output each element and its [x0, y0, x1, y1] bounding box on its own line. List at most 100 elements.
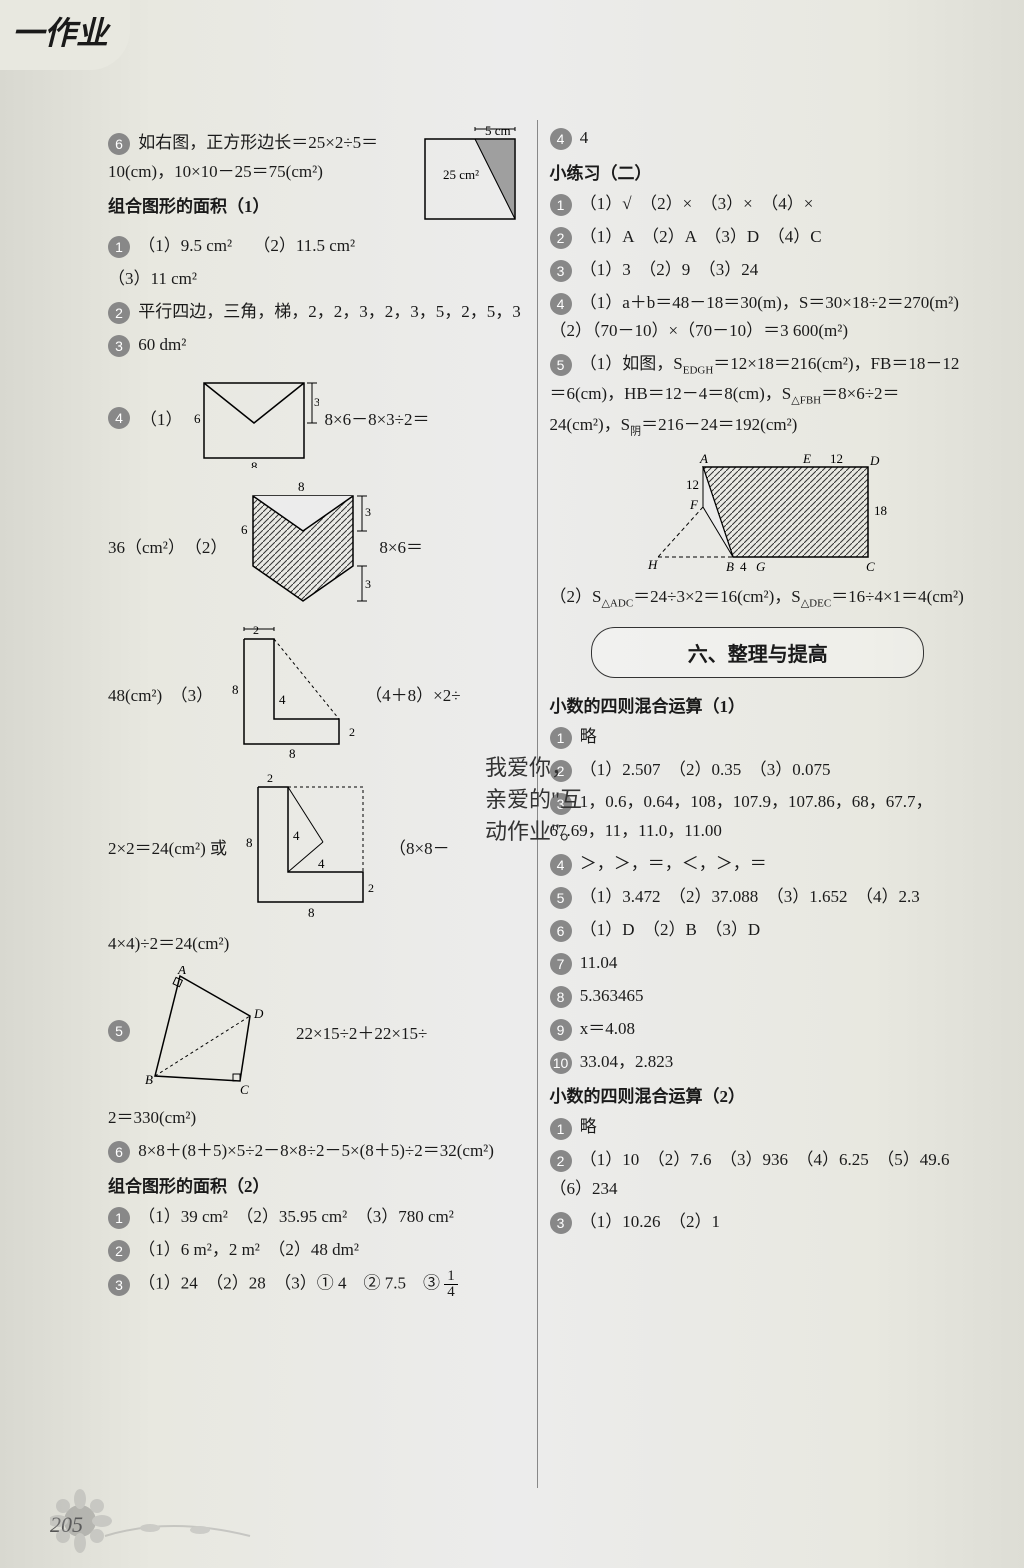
figure-hatched-shape: 8 6 3 3: [233, 476, 373, 616]
answer-text: （2）11.5 cm²: [253, 236, 355, 255]
answer-text: （1）6 m²，2 m² （2）48 dm²: [138, 1240, 359, 1259]
svg-text:2: 2: [349, 725, 355, 739]
svg-text:F: F: [689, 497, 699, 512]
svg-text:C: C: [240, 1082, 249, 1096]
answer-text: x＝4.08: [580, 1019, 635, 1038]
answer-text: 1，0.6，0.64，108，107.9，107.86，68，67.7，67.6…: [550, 792, 933, 840]
num-badge: 4: [550, 128, 572, 150]
svg-text:4: 4: [318, 856, 325, 871]
answer-text: （1）9.5 cm²: [138, 236, 232, 255]
answer-text: （1）3.472 （2）37.088 （3）1.652 （4）2.3: [580, 887, 920, 906]
answer-text: （1）a＋b＝48－18＝30(m)，S＝30×18÷2＝270(m²) （2）…: [550, 293, 976, 341]
q4-pre: （1）: [140, 405, 183, 430]
q4-post: 8×6－8×3÷2＝: [325, 405, 525, 430]
svg-text:8: 8: [308, 905, 315, 920]
svg-text:2: 2: [253, 624, 259, 637]
svg-text:G: G: [756, 559, 766, 574]
svg-text:2: 2: [267, 772, 273, 785]
q4-3-pre: 48(cm²) （3）: [108, 681, 213, 706]
section-title: 小数的四则混合运算（1）: [550, 692, 967, 717]
svg-text:8: 8: [289, 746, 296, 761]
num-badge: 3: [550, 260, 572, 282]
svg-text:D: D: [869, 453, 880, 468]
svg-text:8: 8: [251, 459, 258, 468]
num-badge: 1: [108, 1207, 130, 1229]
answer-text: （1）如图，SEDGH＝12×18＝216(cm²)，FB＝18－12＝6(cm…: [550, 354, 960, 433]
svg-text:25 cm²: 25 cm²: [443, 167, 479, 182]
num-badge: 2: [108, 1240, 130, 1262]
svg-text:4: 4: [293, 828, 300, 843]
num-badge: 1: [550, 194, 572, 216]
q4-2-post: 8×6＝: [379, 533, 524, 558]
num-badge: 2: [550, 1150, 572, 1172]
figure-triangle-quad: A D B C: [140, 966, 290, 1096]
section-title: 小练习（二）: [550, 159, 967, 184]
section-title: 组合图形的面积（2）: [108, 1172, 525, 1197]
answer-text: 略: [580, 1117, 597, 1136]
answer-text: 平行四边，三角，梯，2，2，3，2，3，5，2，5，3: [138, 302, 521, 321]
svg-text:3: 3: [365, 577, 371, 591]
num-badge: 5: [108, 1020, 130, 1042]
svg-text:3: 3: [365, 505, 371, 519]
num-badge: 6: [108, 1141, 130, 1163]
svg-text:18: 18: [874, 503, 887, 518]
answer-text: （1）2.507 （2）0.35 （3）0.075: [580, 760, 831, 779]
num-badge: 2: [550, 227, 572, 249]
svg-text:C: C: [866, 559, 875, 574]
svg-text:8: 8: [246, 835, 253, 850]
page-content: 6 如右图，正方形边长＝25×2÷5＝10(cm)，10×10－25＝75(cm…: [100, 120, 974, 1488]
num-badge: 9: [550, 1019, 572, 1041]
q4-end: 4×4)÷2＝24(cm²): [108, 930, 525, 959]
left-column: 6 如右图，正方形边长＝25×2÷5＝10(cm)，10×10－25＝75(cm…: [100, 120, 533, 1488]
section-title: 组合图形的面积（1）: [108, 192, 409, 217]
q4-2-pre: 36（cm²） （2）: [108, 533, 227, 558]
svg-text:D: D: [253, 1006, 264, 1021]
num-badge: 3: [108, 335, 130, 357]
answer-text: （2）S△ADC＝24÷3×2＝16(cm²)，S△DEC＝16÷4×1＝4(c…: [550, 583, 967, 613]
svg-text:6: 6: [194, 411, 201, 426]
answer-text: 略: [580, 727, 597, 746]
svg-text:B: B: [145, 1072, 153, 1087]
answer-text: 60 dm²: [138, 335, 186, 354]
svg-text:8: 8: [298, 479, 305, 494]
num-badge: 4: [108, 407, 130, 429]
num-badge: 5: [550, 887, 572, 909]
svg-text:5 cm: 5 cm: [485, 124, 511, 138]
svg-text:E: E: [802, 451, 811, 466]
section-title: 小数的四则混合运算（2）: [550, 1082, 967, 1107]
svg-text:A: A: [177, 966, 186, 977]
figure-square-triangle: 5 cm 25 cm²: [415, 124, 525, 224]
q5-end: 2＝330(cm²): [108, 1104, 525, 1133]
answer-text: （1）√ （2）× （3）× （4）×: [580, 194, 814, 213]
answer-text: ＞，＞，＝，＜，＞，＝: [580, 854, 767, 873]
num-badge: 2: [108, 302, 130, 324]
num-badge: 10: [550, 1052, 572, 1074]
answer-text: （1）10.26 （2）1: [580, 1212, 720, 1231]
answer-text: 4: [580, 128, 589, 147]
answer-text: （1）D （2）B （3）D: [580, 920, 760, 939]
num-badge: 3: [108, 1274, 130, 1296]
flower-decoration-icon: [50, 1486, 270, 1556]
num-badge: 1: [550, 727, 572, 749]
q6b-text: 8×8＋(8＋5)×5÷2－8×8÷2－5×(8＋5)÷2＝32(cm²): [138, 1141, 494, 1160]
header-tab: 一作业: [0, 0, 130, 70]
answer-text: （1）24 （2）28 （3）① 4 ② 7.5 ③: [138, 1273, 444, 1292]
svg-text:4: 4: [740, 559, 747, 574]
fraction: 14: [444, 1269, 458, 1300]
right-column: 4 4 小练习（二） 1 （1）√ （2）× （3）× （4）× 2 （1）A …: [542, 120, 975, 1488]
q4-3-post: （4＋8）×2÷: [365, 681, 524, 706]
num-badge: 4: [550, 293, 572, 315]
section-pill: 六、整理与提高: [591, 627, 924, 678]
num-badge: 1: [108, 236, 130, 258]
num-badge: 6: [550, 920, 572, 942]
answer-text: 33.04，2.823: [580, 1052, 674, 1071]
answer-text: （3）11 cm²: [108, 265, 525, 294]
q5-text: 22×15÷2＋22×15÷: [296, 1019, 525, 1044]
q6-row: 6 如右图，正方形边长＝25×2÷5＝10(cm)，10×10－25＝75(cm…: [108, 120, 525, 228]
answer-text: （1）3 （2）9 （3）24: [580, 260, 759, 279]
answer-text: 5.363465: [580, 986, 644, 1005]
svg-text:H: H: [647, 557, 658, 572]
answer-text: 11.04: [580, 953, 618, 972]
svg-text:12: 12: [686, 477, 699, 492]
num-badge: 3: [550, 1212, 572, 1234]
